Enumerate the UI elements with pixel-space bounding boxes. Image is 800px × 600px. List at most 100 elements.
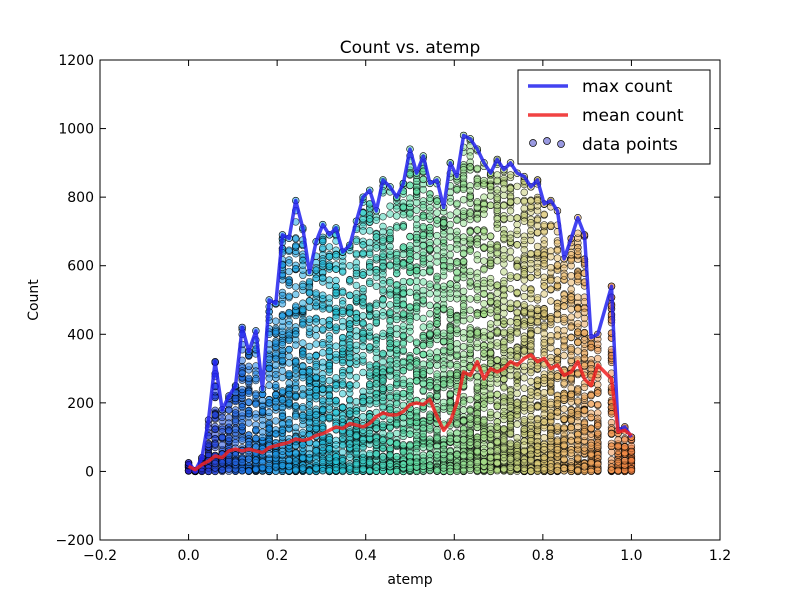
data-point: [506, 318, 515, 326]
data-point: [225, 419, 233, 427]
data-point: [332, 457, 340, 465]
data-point: [245, 362, 253, 371]
data-point: [386, 228, 394, 237]
data-point: [446, 263, 454, 271]
data-point: [520, 270, 528, 278]
data-point: [231, 394, 240, 403]
data-point: [406, 210, 414, 218]
data-point: [473, 339, 482, 348]
data-point: [359, 387, 367, 396]
data-point: [433, 320, 441, 328]
data-point: [352, 373, 361, 382]
data-point: [520, 347, 528, 355]
data-point: [594, 400, 602, 409]
data-point: [285, 352, 293, 361]
data-point: [285, 345, 293, 354]
data-point: [419, 350, 427, 359]
data-point: [305, 383, 314, 391]
data-point: [480, 289, 488, 298]
data-point: [366, 311, 374, 320]
data-point: [493, 243, 501, 252]
data-point: [412, 360, 421, 368]
data-point: [312, 289, 320, 297]
data-point: [607, 430, 616, 438]
data-point: [386, 383, 394, 392]
data-point: [325, 305, 334, 313]
data-point: [560, 315, 568, 324]
data-point: [305, 394, 314, 402]
data-point: [580, 463, 589, 471]
data-point: [393, 452, 401, 461]
data-point: [211, 440, 219, 448]
data-point: [567, 375, 575, 383]
data-point: [547, 437, 555, 446]
data-point: [325, 243, 334, 251]
data-point: [278, 300, 287, 308]
data-point: [500, 436, 508, 444]
data-point: [486, 176, 495, 185]
data-point: [567, 390, 575, 399]
data-point: [245, 398, 253, 406]
data-point: [520, 335, 528, 343]
data-point: [500, 398, 508, 406]
data-point: [533, 293, 542, 302]
data-point: [480, 265, 488, 274]
data-point: [553, 355, 562, 364]
data-point: [466, 278, 474, 286]
data-point: [412, 413, 421, 421]
data-point: [399, 331, 408, 340]
data-point: [459, 451, 468, 460]
data-point: [466, 209, 474, 217]
data-point: [359, 227, 367, 235]
data-point: [346, 341, 354, 349]
data-point: [453, 313, 461, 321]
data-point: [513, 299, 521, 308]
data-point: [258, 421, 267, 429]
data-point: [278, 412, 287, 421]
data-point: [500, 215, 508, 223]
data-point: [533, 464, 542, 473]
data-point: [500, 191, 508, 200]
data-point: [574, 328, 582, 336]
data-point: [399, 358, 408, 367]
data-point: [292, 290, 300, 299]
data-point: [272, 370, 280, 379]
data-point: [433, 451, 441, 459]
data-point: [412, 277, 421, 285]
data-point: [473, 441, 482, 449]
data-point: [218, 433, 226, 442]
data-point: [346, 320, 354, 328]
data-point: [513, 263, 521, 271]
data-point: [446, 361, 454, 369]
data-point: [560, 326, 568, 335]
data-point: [433, 434, 441, 442]
data-point: [379, 453, 387, 461]
data-point: [352, 281, 361, 290]
data-point: [560, 415, 568, 423]
data-point: [245, 419, 253, 427]
data-point: [506, 455, 515, 463]
data-point: [459, 343, 468, 351]
data-point: [426, 267, 434, 275]
data-point: [366, 323, 374, 331]
data-point: [486, 232, 495, 240]
data-point: [547, 379, 555, 387]
data-point: [540, 466, 548, 474]
data-point: [319, 374, 327, 383]
data-point: [359, 319, 367, 327]
data-point: [506, 365, 515, 374]
data-point: [513, 346, 521, 354]
data-point: [252, 413, 260, 422]
data-point: [439, 290, 448, 298]
data-point: [292, 441, 300, 450]
data-point: [506, 414, 515, 422]
data-point: [453, 199, 461, 208]
data-point: [393, 374, 401, 382]
data-point: [412, 293, 421, 301]
data-point: [319, 363, 327, 371]
data-point: [553, 331, 562, 339]
data-point: [292, 242, 300, 250]
data-point: [520, 308, 528, 316]
data-point: [493, 438, 501, 446]
data-point: [312, 440, 320, 448]
